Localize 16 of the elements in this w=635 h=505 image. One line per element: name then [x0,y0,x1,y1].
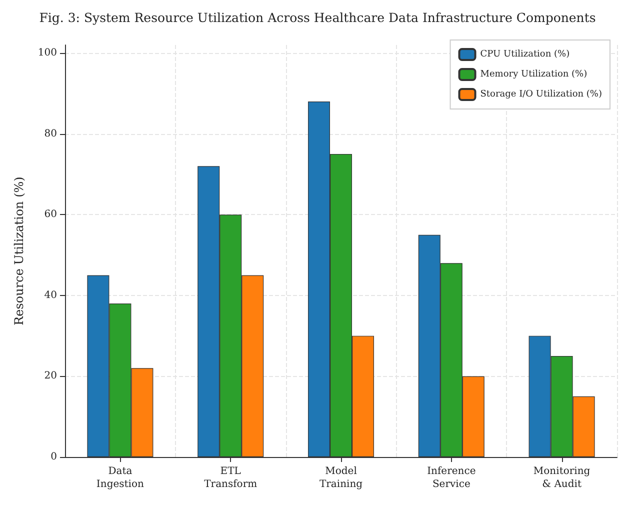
y-tick-label: 80 [44,128,57,140]
chart-title: Fig. 3: System Resource Utilization Across Healthcare Data Infrastructure Components [39,10,596,25]
legend-label: Memory Utilization (%) [480,70,588,80]
x-tick-label: ETL Transform [204,466,258,490]
y-tick-label: 0 [50,452,57,462]
y-axis-title: Resource Utilization (%) [12,176,26,326]
legend-label: Storage I/O Utilization (%) [480,90,602,100]
y-tick-label: 100 [38,48,57,59]
x-tick-label: Inference Service [427,466,476,490]
y-tick-label: 20 [44,370,57,382]
y-tick-label: 40 [44,290,57,301]
x-tick-label: Monitoring & Audit [533,466,591,490]
legend-label: CPU Utilization (%) [480,50,570,60]
y-tick-label: 60 [44,209,57,220]
x-tick-label: Model Training [319,466,364,490]
x-tick-label: Data Ingestion [96,466,145,490]
